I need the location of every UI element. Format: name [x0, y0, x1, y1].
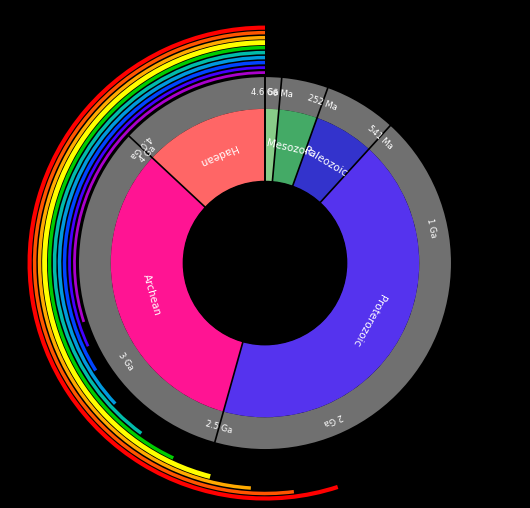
Text: 66 Ma: 66 Ma [267, 88, 294, 99]
Wedge shape [293, 118, 369, 203]
Text: Archean: Archean [141, 273, 162, 317]
Text: Mesozoic: Mesozoic [266, 138, 315, 158]
Text: 541 Ma: 541 Ma [365, 123, 394, 151]
Text: 252 Ma: 252 Ma [306, 93, 338, 112]
Text: Paleozoic: Paleozoic [303, 145, 349, 179]
Wedge shape [152, 109, 265, 207]
Text: 1 Ga: 1 Ga [425, 218, 438, 239]
Text: 3 Ga: 3 Ga [117, 351, 135, 372]
Text: 4.6 Ga: 4.6 Ga [251, 88, 279, 98]
Circle shape [183, 181, 347, 345]
Text: 2 Ga: 2 Ga [322, 411, 343, 427]
Text: 4 Ga: 4 Ga [138, 144, 158, 164]
Wedge shape [111, 158, 243, 411]
Wedge shape [79, 77, 451, 449]
Wedge shape [265, 109, 279, 182]
Wedge shape [272, 110, 317, 186]
Text: Proterozoic: Proterozoic [350, 292, 387, 348]
Wedge shape [223, 149, 419, 417]
Text: Hadean: Hadean [198, 142, 238, 168]
Text: 4.0 Ga: 4.0 Ga [128, 134, 153, 160]
Text: 2.5 Ga: 2.5 Ga [205, 419, 234, 435]
